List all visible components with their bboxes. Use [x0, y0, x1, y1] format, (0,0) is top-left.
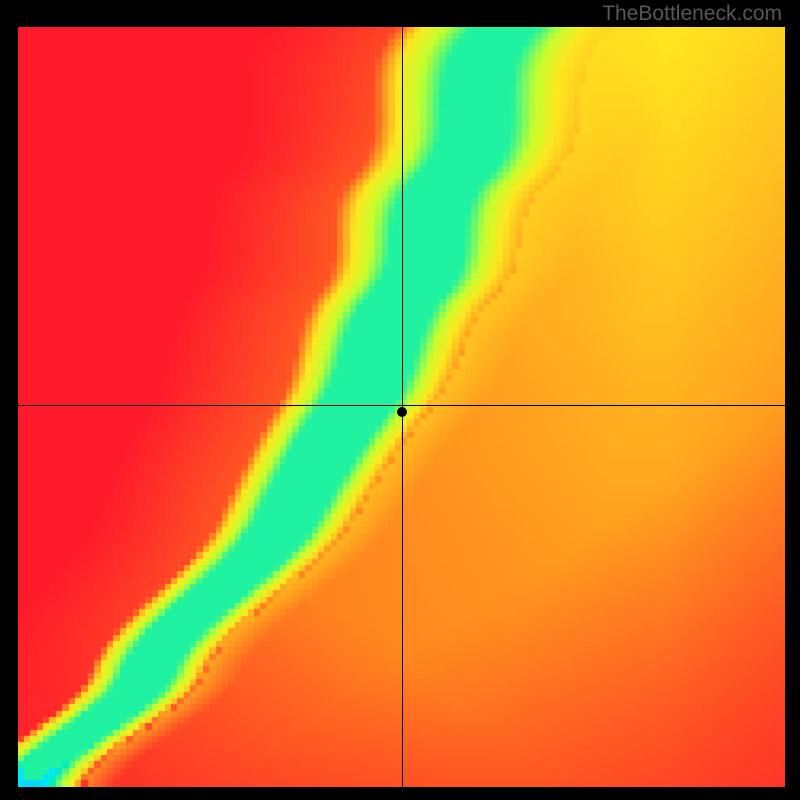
- watermark-text: TheBottleneck.com: [602, 2, 782, 26]
- marker-point: [397, 407, 407, 417]
- chart-container: TheBottleneck.com: [0, 0, 800, 800]
